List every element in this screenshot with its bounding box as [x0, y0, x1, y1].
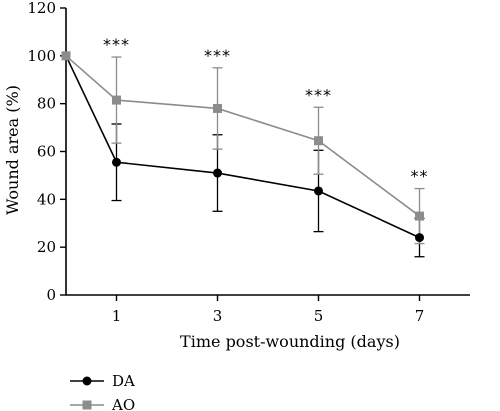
legend-label-da: DA [112, 372, 135, 390]
significance-label: ** [411, 167, 429, 186]
y-tick-label: 80 [37, 95, 56, 113]
marker-ao [61, 51, 71, 61]
y-tick-label: 20 [37, 238, 56, 256]
legend-label-ao: AO [111, 396, 135, 411]
x-tick-label: 7 [415, 307, 425, 325]
marker-da [314, 186, 323, 196]
y-tick-label: 100 [27, 47, 56, 65]
y-tick-label: 60 [37, 143, 56, 161]
marker-ao [415, 211, 424, 221]
series-lines [65, 55, 420, 239]
y-axis-title: Wound area (%) [3, 85, 22, 215]
marker-da [112, 157, 121, 167]
series-line-ao [65, 55, 420, 217]
series-markers [61, 51, 424, 243]
x-axis-title: Time post-wounding (days) [180, 332, 400, 351]
marker-da [415, 233, 424, 243]
marker-da [213, 168, 222, 178]
x-tick-label: 3 [213, 307, 223, 325]
significance-label: *** [204, 46, 231, 65]
legend: DA AO [70, 372, 135, 411]
series-line-da [65, 55, 420, 239]
significance-label: *** [305, 85, 332, 104]
x-tick-label: 5 [314, 307, 324, 325]
y-tick-label: 40 [37, 190, 56, 208]
y-tick-label: 120 [27, 0, 56, 17]
significance-label: *** [103, 35, 130, 54]
legend-marker-ao [82, 400, 92, 410]
error-bars [111, 56, 425, 258]
marker-ao [213, 103, 222, 113]
y-tick-label: 0 [46, 286, 56, 304]
axes: 0 20 40 60 80 100 120 1 3 5 7 [27, 0, 470, 325]
x-tick-label: 1 [112, 307, 122, 325]
marker-ao [112, 95, 121, 105]
legend-marker-da [82, 376, 92, 386]
marker-ao [314, 136, 323, 146]
significance-annotations: *********** [103, 35, 429, 186]
